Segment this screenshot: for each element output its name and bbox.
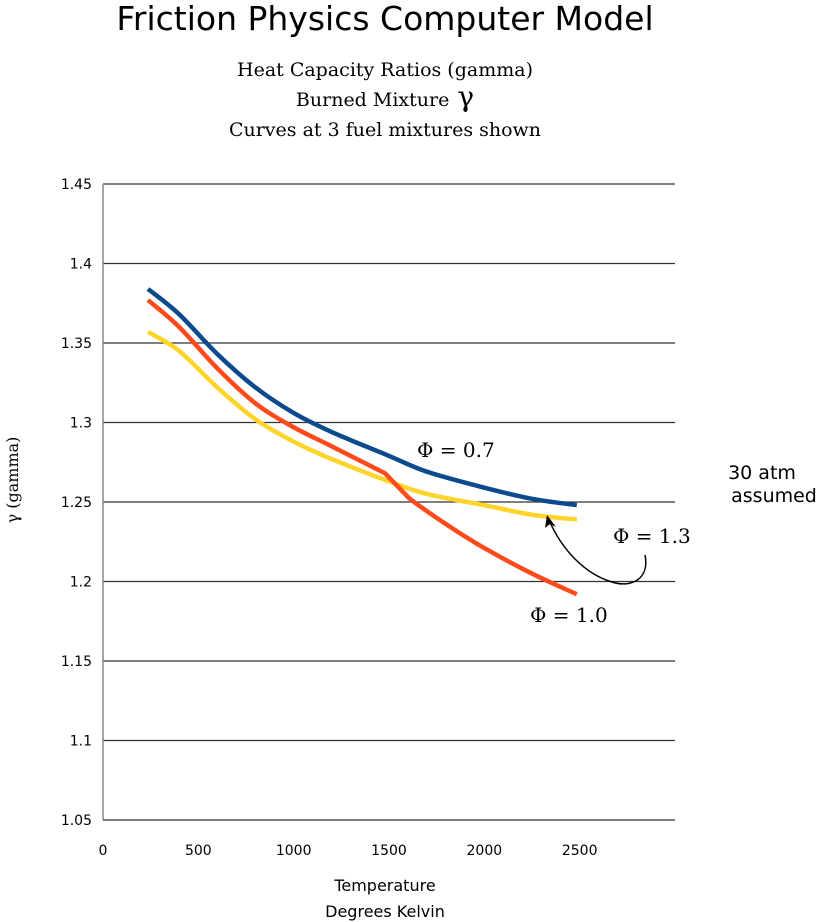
chart-subtitle-2-text: Burned Mixture <box>296 89 449 111</box>
x-axis-label-1: Temperature <box>333 876 435 895</box>
series-line-10 <box>146 298 578 597</box>
label-phi-1-3: Φ = 1.3 <box>613 524 691 548</box>
series-line-13 <box>146 329 578 522</box>
y-tick-label: 1.2 <box>70 575 92 591</box>
y-tick-label: 1.15 <box>61 654 92 670</box>
y-tick-label: 1.25 <box>61 495 92 511</box>
x-tick-label: 500 <box>185 843 212 859</box>
y-axis-label: γ (gamma) <box>3 437 22 524</box>
x-tick-label: 1000 <box>276 843 312 859</box>
x-tick-label: 2500 <box>562 843 598 859</box>
x-tick-label: 2000 <box>467 843 503 859</box>
side-note-line-1: 30 atm <box>728 462 796 484</box>
y-tick-label: 1.45 <box>61 177 92 193</box>
label-phi-1-0: Φ = 1.0 <box>530 603 608 627</box>
y-tick-label: 1.3 <box>70 416 92 432</box>
label-phi-0-7: Φ = 0.7 <box>417 438 495 462</box>
chart-subtitle-3: Curves at 3 fuel mixtures shown <box>229 119 541 141</box>
arrow-curve <box>548 519 647 585</box>
y-tick-label: 1.05 <box>61 813 92 829</box>
gamma-symbol: γ <box>457 80 474 113</box>
x-tick-label: 1500 <box>371 843 407 859</box>
x-axis-label-2: Degrees Kelvin <box>325 902 445 921</box>
y-tick-label: 1.1 <box>70 734 92 750</box>
arrow-head <box>545 515 556 528</box>
chart-subtitle-2: Burned Mixture γ <box>296 80 474 113</box>
y-tick-labels: 1.05 1.1 1.15 1.2 1.25 1.3 1.35 1.4 1.45 <box>61 177 92 829</box>
x-tick-labels: 0 500 1000 1500 2000 2500 <box>99 843 598 859</box>
y-tick-label: 1.35 <box>61 336 92 352</box>
series-line-07 <box>146 287 578 508</box>
x-tick-label: 0 <box>99 843 108 859</box>
chart-subtitle-1: Heat Capacity Ratios (gamma) <box>237 59 533 81</box>
side-note-line-2: assumed <box>731 485 817 507</box>
series-lines <box>146 287 578 597</box>
chart-title: Friction Physics Computer Model <box>116 0 653 38</box>
y-tick-label: 1.4 <box>70 257 92 273</box>
gridlines <box>103 183 675 821</box>
